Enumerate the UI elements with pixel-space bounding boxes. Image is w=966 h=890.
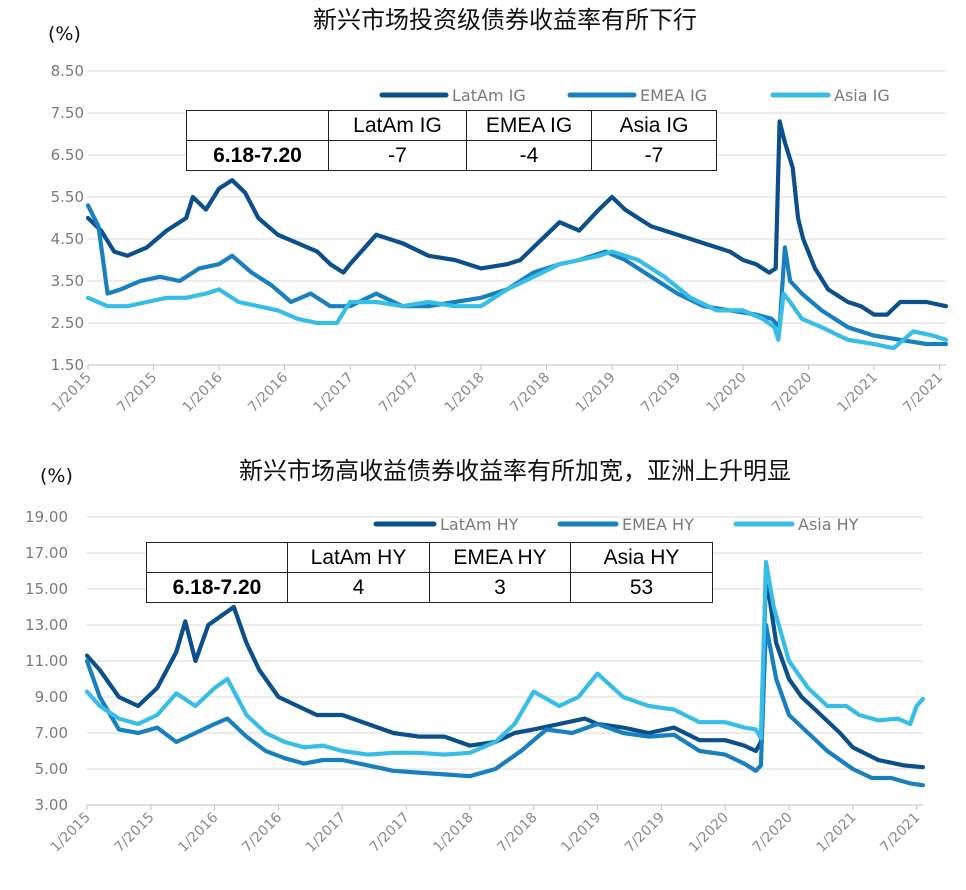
x-tick-label: 7/2020 (750, 810, 796, 856)
table-header-cell (186, 110, 329, 141)
x-tick-label: 7/2016 (245, 369, 291, 415)
x-tick-label: 1/2021 (835, 370, 881, 416)
table-header-cell (146, 542, 288, 573)
table-header-cell: Asia HY (570, 542, 713, 573)
y-tick-label: 5.50 (51, 188, 84, 206)
y-tick-label: 17.00 (25, 544, 68, 562)
y-tick-label: 5.00 (35, 760, 68, 778)
ig-change-table: LatAm IG EMEA IG Asia IG 6.18-7.20 -7 -4… (186, 110, 717, 171)
unit-label: (%) (40, 465, 73, 487)
table-header-cell: LatAm IG (328, 110, 467, 141)
unit-label: (%) (48, 23, 81, 45)
x-tick-label: 1/2019 (573, 370, 619, 416)
x-tick-label: 7/2015 (114, 370, 160, 416)
table-cell: 3 (429, 572, 571, 603)
chart-hy-yields: 新兴市场高收益债券收益率有所加宽，亚洲上升明显 (%) 19.00 17.00 15… (25, 457, 926, 856)
table-cell: 4 (287, 572, 430, 603)
x-tick-label: 7/2020 (769, 370, 815, 416)
table-row-label: 6.18-7.20 (186, 140, 329, 171)
x-tick-label: 1/2018 (431, 810, 477, 856)
table-cell: 53 (570, 572, 713, 603)
table-row: 6.18-7.20 4 3 53 (146, 572, 713, 603)
hy-change-table: LatAm HY EMEA HY Asia HY 6.18-7.20 4 3 5… (146, 542, 713, 603)
y-tick-label: 3.50 (51, 272, 84, 290)
x-tick-label: 1/2017 (311, 370, 357, 416)
series-line-latam-hy (84, 572, 926, 770)
y-tick-label: 7.00 (35, 724, 68, 742)
table-header-cell: EMEA HY (429, 542, 571, 573)
table-header-row: LatAm HY EMEA HY Asia HY (146, 542, 713, 573)
y-tick-label: 3.00 (35, 796, 68, 814)
x-tick-label: 7/2019 (638, 370, 684, 416)
table-cell: -7 (591, 140, 717, 171)
series-line-latam-ig (85, 119, 949, 317)
legend-label: Asia IG (834, 86, 890, 105)
chart-title: 新兴市场投资级债券收益率有所下行 (313, 6, 697, 34)
x-tick-label: 1/2016 (175, 809, 221, 855)
y-tick-label: 15.00 (25, 580, 68, 598)
x-tick-label: 1/2016 (180, 369, 226, 415)
x-tick-label: 7/2015 (111, 810, 157, 856)
x-tick-label: 1/2021 (813, 810, 859, 856)
chart-title: 新兴市场高收益债券收益率有所加宽，亚洲上升明显 (239, 457, 791, 485)
table-header-cell: EMEA IG (466, 110, 592, 141)
legend-label: Asia HY (798, 515, 859, 534)
x-tick-label: 7/2021 (900, 370, 946, 416)
x-tick-label: 7/2016 (239, 809, 285, 855)
y-tick-label: 6.50 (51, 146, 84, 164)
table-cell: -7 (328, 140, 467, 171)
y-tick-label: 2.50 (51, 314, 84, 332)
y-tick-label: 9.00 (35, 688, 68, 706)
x-tick-label: 7/2017 (367, 810, 413, 856)
y-tick-label: 13.00 (25, 616, 68, 634)
table-header-cell: Asia IG (591, 110, 717, 141)
x-tick-label: 7/2018 (507, 370, 553, 416)
x-tick-label: 1/2018 (442, 370, 488, 416)
x-tick-label: 1/2020 (686, 810, 732, 856)
x-tick-label: 7/2018 (494, 810, 540, 856)
x-tick-label: 1/2020 (704, 370, 750, 416)
table-row-label: 6.18-7.20 (146, 572, 288, 603)
table-cell: -4 (466, 140, 592, 171)
y-tick-label: 7.50 (51, 104, 84, 122)
y-tick-label: 19.00 (25, 508, 68, 526)
series-line-asia-hy (84, 559, 926, 757)
series-line-asia-ig (85, 249, 949, 351)
legend-label: EMEA HY (622, 515, 694, 534)
table-row: 6.18-7.20 -7 -4 -7 (186, 140, 717, 171)
x-tick-label: 7/2021 (877, 810, 923, 856)
y-tick-label: 1.50 (51, 356, 84, 374)
legend-label: LatAm IG (452, 86, 526, 105)
y-tick-label: 8.50 (51, 62, 84, 80)
legend-label: EMEA IG (640, 86, 707, 105)
table-header-cell: LatAm HY (287, 542, 430, 573)
table-header-row: LatAm IG EMEA IG Asia IG (186, 110, 717, 141)
chart-ig-yields: 新兴市场投资级债券收益率有所下行 (%) 8.50 7.50 6.50 5.50 4.5… (48, 6, 949, 416)
y-tick-label: 4.50 (51, 230, 84, 248)
x-tick-label: 1/2015 (48, 810, 94, 856)
x-tick-label: 7/2019 (622, 810, 668, 856)
y-tick-label: 11.00 (25, 652, 68, 670)
legend-label: LatAm HY (440, 515, 519, 534)
x-tick-label: 1/2017 (303, 810, 349, 856)
series-line-emea-hy (84, 622, 926, 788)
x-tick-label: 1/2015 (49, 370, 95, 416)
x-tick-label: 7/2017 (376, 370, 422, 416)
x-tick-label: 1/2019 (558, 810, 604, 856)
